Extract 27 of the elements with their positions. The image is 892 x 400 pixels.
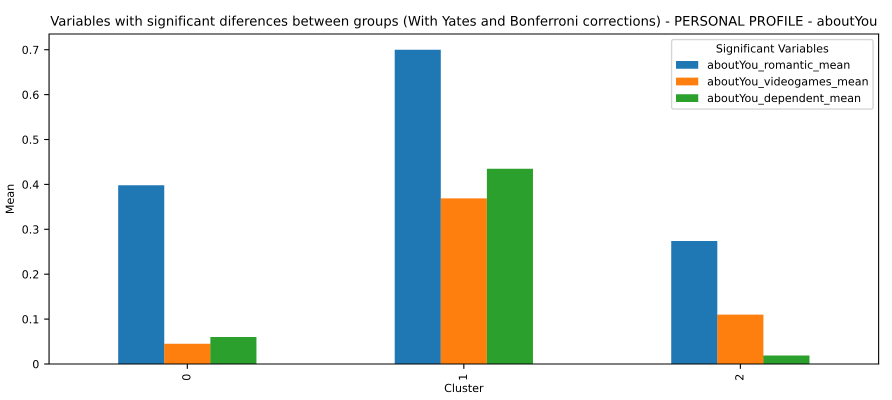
y-tick-label: 0.3: [22, 225, 38, 234]
bar: [671, 240, 718, 364]
bar: [164, 344, 210, 364]
y-tick-label: 0.6: [22, 90, 39, 99]
legend-label: aboutYou_dependent_mean: [708, 94, 860, 105]
legend-label: aboutYou_romantic_mean: [708, 60, 850, 72]
y-tick-label: 0.4: [22, 180, 39, 189]
legend-label: aboutYou_videogames_mean: [708, 76, 868, 88]
bar: [210, 337, 256, 364]
x-tick-label: 2: [735, 374, 744, 380]
bar: [394, 50, 441, 364]
y-tick-label: 0.5: [22, 135, 38, 144]
bar: [717, 314, 764, 364]
x-tick-label: 0: [182, 374, 191, 380]
legend-title: Significant Variables: [716, 44, 828, 55]
y-tick-label: 0.1: [22, 315, 38, 324]
y-tick-label: 0.7: [22, 46, 38, 54]
bar: [763, 355, 810, 364]
chart-title: Variables with significant diferences between groups (With Yates and Bonferroni corrections) - PERSONAL PROFILE - aboutYou: [50, 16, 876, 28]
bar: [486, 168, 533, 364]
y-tick-label: 0: [33, 360, 39, 368]
bar: [118, 185, 164, 364]
y-tick-label: 0.2: [22, 270, 38, 279]
bar: [440, 198, 487, 364]
x-axis-title: Cluster: [444, 384, 484, 392]
y-axis-title: Mean: [6, 184, 14, 214]
x-tick-label: 1: [458, 374, 467, 380]
